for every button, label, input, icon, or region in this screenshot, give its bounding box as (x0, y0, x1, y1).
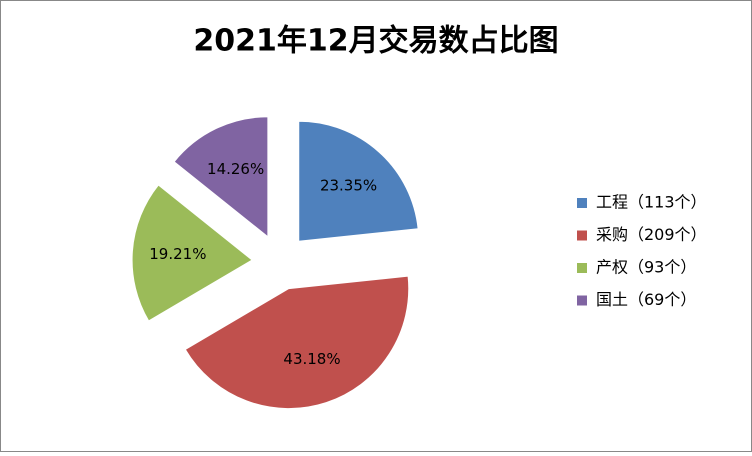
legend-swatch (577, 295, 587, 306)
data-label: 14.26% (207, 160, 264, 178)
legend-swatch (577, 198, 587, 208)
data-label: 23.35% (320, 176, 377, 194)
pie-slice (173, 116, 269, 238)
legend-label: 工程（113个） (596, 193, 707, 212)
legend-swatch (577, 230, 587, 241)
legend-label: 采购（209个） (596, 225, 707, 244)
pie-slice (184, 275, 410, 410)
data-label: 19.21% (149, 245, 206, 263)
legend-swatch (577, 263, 587, 273)
pie-slice (298, 120, 419, 242)
chart-title: 2021年12月交易数占比图 (193, 24, 558, 59)
legend-label: 产权（93个） (596, 258, 696, 277)
pie-slice (131, 184, 253, 322)
legend-label: 国土（69个） (596, 290, 696, 309)
data-label: 43.18% (283, 350, 340, 368)
